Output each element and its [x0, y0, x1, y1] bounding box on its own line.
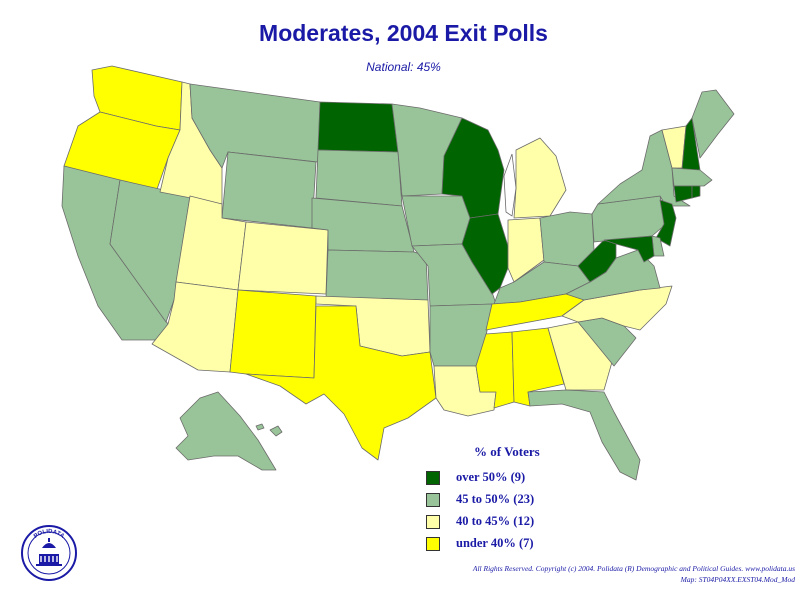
- svg-text:POLIDATA: POLIDATA: [33, 529, 66, 540]
- legend-label: under 40% (7): [456, 536, 534, 550]
- map-subtitle: National: 45%: [366, 60, 441, 74]
- state-NM: [229, 289, 317, 379]
- legend-item-under-40: under 40% (7): [426, 536, 626, 552]
- legend-label: 45 to 50% (23): [456, 492, 535, 506]
- copyright-text: All Rights Reserved. Copyright (c) 2004.…: [472, 564, 795, 573]
- state-MA: [671, 167, 713, 187]
- state-HI-1: [269, 425, 283, 437]
- great-lakes-outline: [503, 153, 517, 217]
- state-MI: [513, 137, 567, 219]
- state-NJ: [655, 199, 677, 247]
- map-title: Moderates, 2004 Exit Polls: [259, 20, 548, 46]
- state-ND: [317, 101, 399, 153]
- legend-swatch: [426, 515, 440, 529]
- state-IA: [401, 195, 471, 247]
- state-OR: [63, 111, 181, 193]
- legend-swatch: [426, 493, 440, 507]
- state-WI: [441, 117, 505, 219]
- legend-item-over-50: over 50% (9): [426, 470, 626, 486]
- legend-label: over 50% (9): [456, 470, 526, 484]
- state-ME: [691, 89, 735, 159]
- state-WV: [577, 239, 617, 283]
- state-GA: [547, 321, 613, 391]
- state-HI-2: [255, 423, 265, 431]
- legend-title: % of Voters: [474, 444, 540, 459]
- footer: All Rights Reserved. Copyright (c) 2004.…: [473, 563, 795, 585]
- state-WY: [221, 151, 317, 229]
- state-CO: [237, 221, 329, 295]
- logo-text: POLIDATA: [33, 529, 66, 540]
- legend-item-45-to-50: 45 to 50% (23): [426, 492, 626, 508]
- state-RI: [691, 185, 701, 199]
- legend-label: 40 to 45% (12): [456, 514, 535, 528]
- state-AK: [175, 391, 277, 471]
- state-MD: [603, 235, 655, 263]
- state-FL: [527, 389, 641, 481]
- legend-swatch: [426, 471, 440, 485]
- polidata-logo: POLIDATA: [21, 525, 77, 581]
- map-id-text: Map: ST04P04XX.EXST04.Mod_Mod: [680, 575, 795, 584]
- legend-swatch: [426, 537, 440, 551]
- state-TX: [245, 305, 437, 461]
- state-KS: [325, 249, 429, 301]
- state-CT: [673, 185, 693, 203]
- legend-item-40-to-45: 40 to 45% (12): [426, 514, 626, 530]
- state-SD: [315, 149, 403, 207]
